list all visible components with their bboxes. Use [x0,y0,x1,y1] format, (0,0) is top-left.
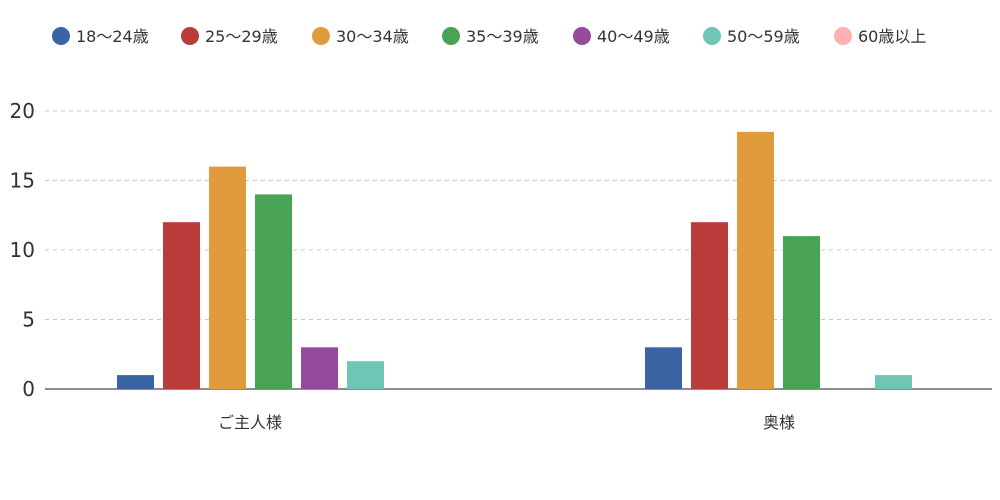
y-tick-label: 5 [22,308,35,332]
legend-item[interactable]: 25～29歳 [181,27,278,46]
legend-label: 35～39歳 [466,27,539,46]
legend-item[interactable]: 40～49歳 [573,27,670,46]
legend-swatch [703,27,721,45]
legend-swatch [312,27,330,45]
bars [117,131,912,389]
bar[interactable] [737,131,774,389]
bar[interactable] [875,375,912,389]
legend-swatch [834,27,852,45]
bar[interactable] [255,194,292,389]
legend-swatch [442,27,460,45]
legend-swatch [52,27,70,45]
legend-swatch [181,27,199,45]
legend-label: 25～29歳 [205,27,278,46]
legend-item[interactable]: 50～59歳 [703,27,800,46]
x-category-label: ご主人様 [218,413,282,432]
y-tick-label: 15 [10,169,35,193]
legend-item[interactable]: 60歳以上 [834,27,926,46]
y-tick-label: 0 [22,377,35,401]
legend-label: 60歳以上 [858,27,926,46]
bar[interactable] [783,236,820,389]
bar[interactable] [163,222,200,389]
bar[interactable] [209,166,246,389]
legend-item[interactable]: 18～24歳 [52,27,149,46]
legend: 18～24歳 25～29歳 30～34歳 35～39歳 40～49歳 50～59歳 60歳以… [52,27,926,46]
x-axis: ご主人様 奥様 [218,413,795,432]
legend-swatch [573,27,591,45]
grid [45,110,992,390]
bar[interactable] [301,347,338,389]
bar[interactable] [117,375,154,389]
bar[interactable] [691,222,728,389]
x-category-label: 奥様 [763,413,795,432]
y-axis: 0 5 10 15 20 [10,99,35,401]
legend-label: 18～24歳 [76,27,149,46]
y-tick-label: 20 [10,99,35,123]
legend-item[interactable]: 30～34歳 [312,27,409,46]
legend-label: 30～34歳 [336,27,409,46]
legend-label: 40～49歳 [597,27,670,46]
bar[interactable] [347,361,384,389]
legend-item[interactable]: 35～39歳 [442,27,539,46]
bar[interactable] [645,347,682,389]
y-tick-label: 10 [10,238,35,262]
legend-label: 50～59歳 [727,27,800,46]
